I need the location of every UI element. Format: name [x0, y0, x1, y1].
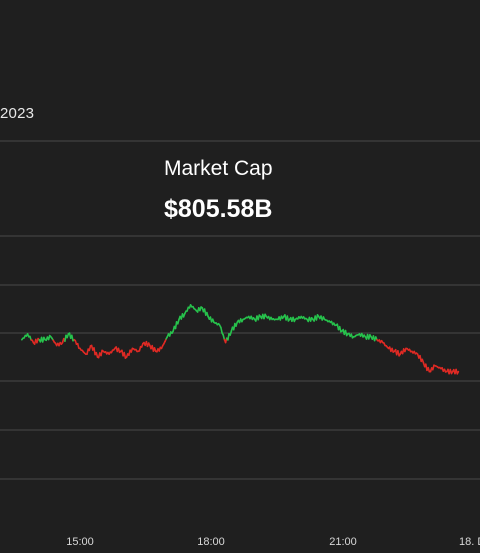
- x-tick-label: 21:00: [329, 536, 357, 548]
- chart-series: [20, 304, 460, 375]
- x-tick-label: 15:00: [66, 536, 94, 548]
- price-line-segment: [227, 332, 230, 341]
- metric-title: Market Cap: [164, 157, 273, 180]
- metric-value: $805.58B: [164, 195, 273, 223]
- x-tick-label: 18:00: [197, 536, 225, 548]
- x-tick-label: 18. D: [459, 536, 480, 548]
- price-line-segment: [222, 334, 226, 341]
- price-line-segment: [123, 351, 127, 359]
- price-line-segment: [456, 370, 460, 375]
- price-line-segment: [220, 326, 223, 334]
- date-label: 2023: [0, 105, 35, 122]
- chart-gridlines: [0, 140, 480, 480]
- x-axis-ticks: 15:00 18:00 21:00 18. D: [66, 536, 480, 548]
- price-line-segment: [71, 334, 74, 342]
- price-line-segment: [100, 349, 103, 357]
- price-line-segment: [338, 325, 342, 333]
